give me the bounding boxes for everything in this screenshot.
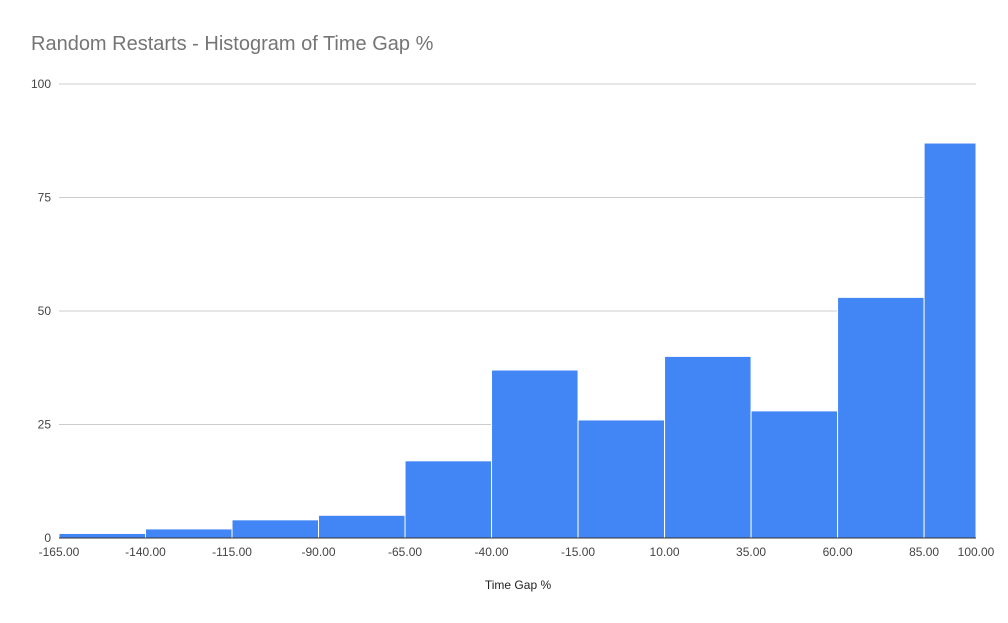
x-tick-label-2: -115.00 <box>212 545 252 559</box>
x-tick-label-6: -15.00 <box>561 545 595 559</box>
y-tick-label-100: 100 <box>31 77 51 91</box>
chart-title: Random Restarts - Histogram of Time Gap … <box>31 33 434 55</box>
bar-5 <box>491 369 579 539</box>
bars <box>58 142 977 539</box>
bar-0 <box>58 532 147 539</box>
bar-4 <box>404 460 493 539</box>
bar-10 <box>923 142 977 539</box>
y-tick-label-75: 75 <box>38 191 52 205</box>
x-tick-label-4: -65.00 <box>388 545 422 559</box>
x-axis-label: Time Gap % <box>485 578 552 592</box>
bar-1 <box>145 528 233 539</box>
x-axis-ticks: -165.00 -140.00 -115.00 -90.00 -65.00 -40.00 -… <box>39 545 995 559</box>
bar-6 <box>577 419 666 539</box>
y-axis-ticks: 0 25 50 75 100 <box>31 77 51 545</box>
y-tick-label-0: 0 <box>44 531 51 545</box>
x-tick-label-3: -90.00 <box>302 545 336 559</box>
bar-9 <box>837 296 925 539</box>
bar-3 <box>318 514 406 539</box>
bar-8 <box>750 410 839 539</box>
x-tick-label-11: 100.00 <box>958 545 995 559</box>
x-tick-label-1: -140.00 <box>125 545 166 559</box>
y-tick-label-50: 50 <box>38 304 52 318</box>
bar-2 <box>231 519 320 539</box>
x-tick-label-0: -165.00 <box>39 545 80 559</box>
x-tick-label-7: 10.00 <box>650 545 680 559</box>
x-tick-label-9: 60.00 <box>823 545 853 559</box>
x-tick-label-5: -40.00 <box>475 545 509 559</box>
x-tick-label-8: 35.00 <box>736 545 766 559</box>
x-tick-label-10: 85.00 <box>909 545 939 559</box>
bar-7 <box>664 355 752 539</box>
y-tick-label-25: 25 <box>38 418 52 432</box>
